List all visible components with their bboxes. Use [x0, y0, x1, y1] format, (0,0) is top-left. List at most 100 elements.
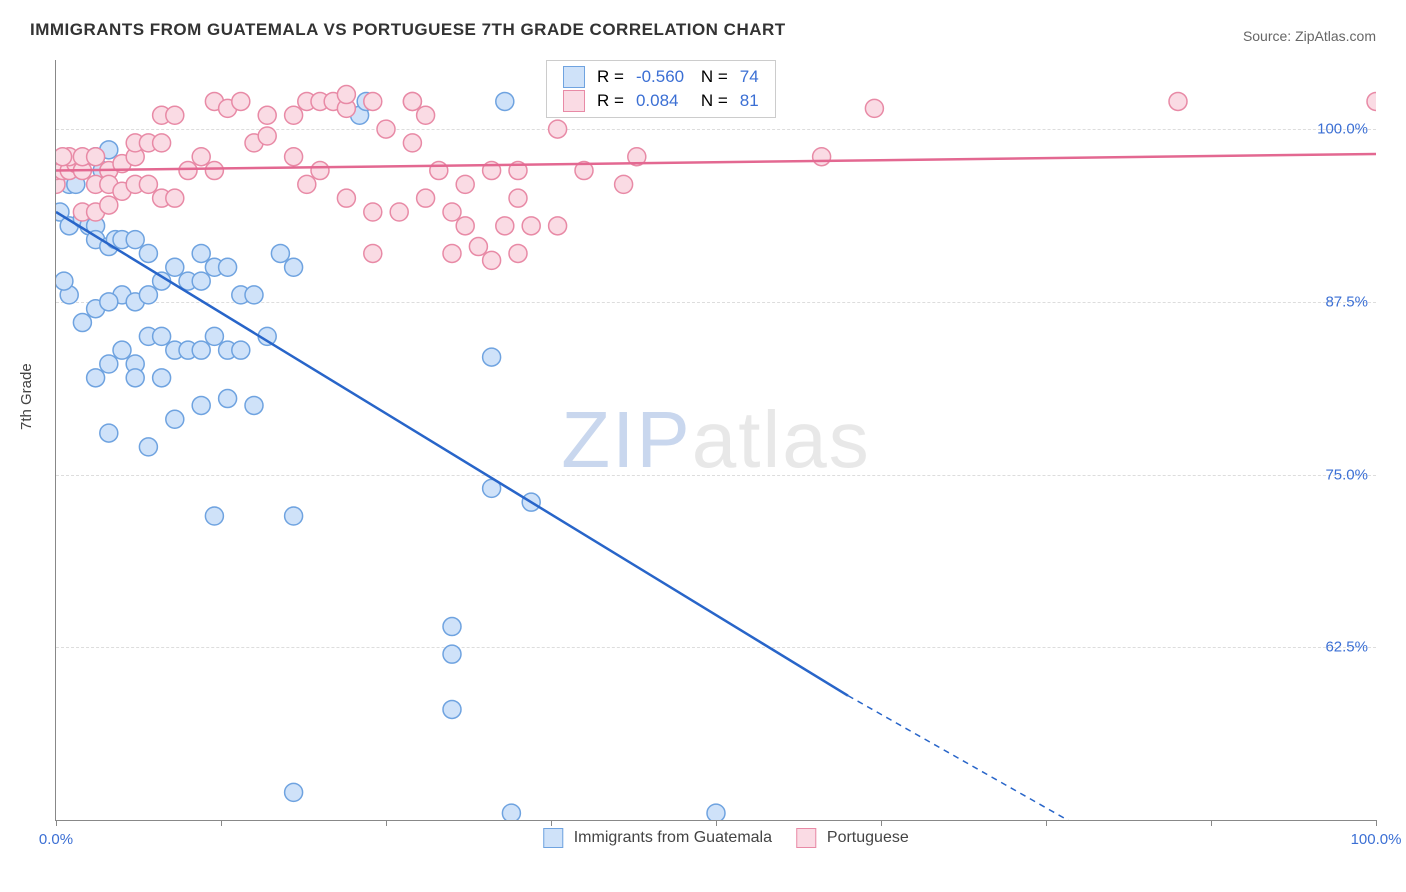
data-point	[153, 134, 171, 152]
data-point	[443, 618, 461, 636]
data-point	[166, 189, 184, 207]
data-point	[166, 106, 184, 124]
data-point	[258, 127, 276, 145]
data-point	[153, 369, 171, 387]
trend-line	[56, 154, 1376, 171]
data-point	[205, 327, 223, 345]
data-point	[192, 148, 210, 166]
data-point	[285, 148, 303, 166]
data-point	[192, 341, 210, 359]
ytick-label: 75.0%	[1325, 466, 1368, 483]
data-point	[549, 120, 567, 138]
data-point	[337, 86, 355, 104]
data-point	[443, 645, 461, 663]
xtick	[56, 820, 57, 826]
xtick	[1211, 820, 1212, 826]
ytick-label: 62.5%	[1325, 639, 1368, 656]
data-point	[113, 341, 131, 359]
data-point	[311, 162, 329, 180]
data-point	[377, 120, 395, 138]
data-point	[522, 217, 540, 235]
trend-line-dashed	[848, 696, 1072, 820]
xtick	[221, 820, 222, 826]
data-point	[496, 217, 514, 235]
data-point	[271, 244, 289, 262]
data-point	[707, 804, 725, 820]
data-point	[73, 314, 91, 332]
data-point	[87, 369, 105, 387]
data-point	[403, 92, 421, 110]
data-point	[166, 258, 184, 276]
data-point	[192, 272, 210, 290]
xtick-label: 0.0%	[39, 831, 73, 848]
data-point	[258, 106, 276, 124]
bottom-swatch-portuguese	[796, 828, 816, 848]
n-value-portuguese: 81	[734, 89, 765, 113]
legend-row-guatemala: R =-0.560 N =74	[557, 65, 765, 89]
ytick-label: 100.0%	[1317, 121, 1368, 138]
data-point	[417, 189, 435, 207]
data-point	[100, 424, 118, 442]
data-point	[245, 396, 263, 414]
data-point	[139, 175, 157, 193]
data-point	[100, 355, 118, 373]
data-point	[126, 369, 144, 387]
data-point	[1367, 92, 1376, 110]
data-point	[496, 92, 514, 110]
data-point	[100, 196, 118, 214]
data-point	[549, 217, 567, 235]
data-point	[502, 804, 520, 820]
data-point	[285, 258, 303, 276]
data-point	[56, 272, 73, 290]
data-point	[813, 148, 831, 166]
data-point	[139, 286, 157, 304]
correlation-legend: R =-0.560 N =74 R =0.084 N =81	[546, 60, 776, 118]
data-point	[456, 217, 474, 235]
data-point	[443, 203, 461, 221]
data-point	[179, 162, 197, 180]
data-point	[469, 238, 487, 256]
data-point	[285, 507, 303, 525]
data-point	[285, 783, 303, 801]
data-point	[232, 341, 250, 359]
y-axis-label: 7th Grade	[18, 363, 35, 430]
data-point	[298, 175, 316, 193]
chart-title: IMMIGRANTS FROM GUATEMALA VS PORTUGUESE …	[30, 20, 786, 40]
scatter-svg	[56, 60, 1376, 820]
xtick	[716, 820, 717, 826]
data-point	[615, 175, 633, 193]
data-point	[192, 244, 210, 262]
data-point	[865, 99, 883, 117]
data-point	[139, 244, 157, 262]
r-value-guatemala: -0.560	[630, 65, 690, 89]
data-point	[509, 244, 527, 262]
n-value-guatemala: 74	[734, 65, 765, 89]
data-point	[219, 390, 237, 408]
data-point	[1169, 92, 1187, 110]
data-point	[192, 396, 210, 414]
data-point	[364, 203, 382, 221]
data-point	[443, 700, 461, 718]
data-point	[219, 258, 237, 276]
bottom-swatch-guatemala	[543, 828, 563, 848]
xtick	[386, 820, 387, 826]
data-point	[56, 148, 72, 166]
data-point	[126, 231, 144, 249]
legend-swatch-guatemala	[563, 66, 585, 88]
r-value-portuguese: 0.084	[630, 89, 690, 113]
data-point	[364, 92, 382, 110]
ytick-label: 87.5%	[1325, 293, 1368, 310]
data-point	[166, 410, 184, 428]
data-point	[430, 162, 448, 180]
data-point	[205, 507, 223, 525]
xtick	[1046, 820, 1047, 826]
data-point	[245, 286, 263, 304]
data-point	[443, 244, 461, 262]
data-point	[364, 244, 382, 262]
data-point	[337, 189, 355, 207]
xtick-label: 100.0%	[1351, 831, 1402, 848]
data-point	[483, 251, 501, 269]
xtick	[881, 820, 882, 826]
data-point	[153, 327, 171, 345]
source-label: Source: ZipAtlas.com	[1243, 28, 1376, 44]
